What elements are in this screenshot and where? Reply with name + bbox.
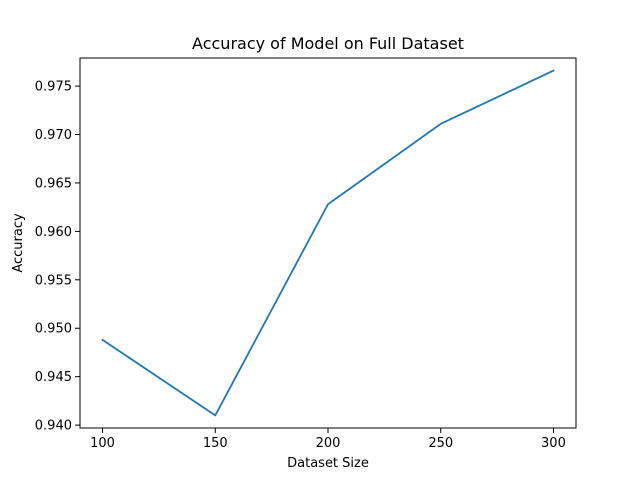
series-layer	[101, 69, 555, 417]
y-tick-label: 0.960	[35, 225, 72, 240]
x-tick-label: 300	[541, 436, 566, 451]
y-tick-label: 0.970	[35, 128, 72, 143]
y-tick-label: 0.940	[35, 419, 72, 434]
y-tick-label: 0.945	[35, 370, 72, 385]
y-tick-label: 0.955	[35, 273, 72, 288]
y-tick-label: 0.950	[35, 322, 72, 337]
x-tick-label: 150	[203, 436, 228, 451]
y-tick-label: 0.965	[35, 176, 72, 191]
chart-title: Accuracy of Model on Full Dataset	[192, 34, 464, 53]
x-tick-label: 200	[316, 436, 341, 451]
accuracy-series-line	[101, 69, 555, 417]
x-tick-label: 250	[428, 436, 453, 451]
y-tick-label: 0.975	[35, 80, 72, 95]
plot-frame	[79, 57, 577, 429]
y-axis-ticks: 0.940 0.945 0.950 0.955 0.960 0.965 0.970 0.975	[35, 80, 80, 434]
x-axis-label: Dataset Size	[287, 456, 369, 471]
x-tick-label: 100	[90, 436, 115, 451]
x-axis-ticks: 100 150 200 250 300	[90, 428, 566, 451]
y-axis-label: Accuracy	[11, 213, 26, 273]
